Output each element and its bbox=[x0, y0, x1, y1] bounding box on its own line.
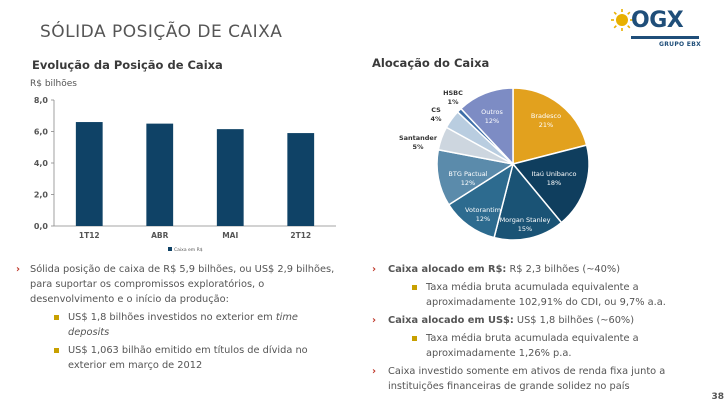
right-sub-bullet-2: Taxa média bruta acumulada equivalente a… bbox=[372, 331, 692, 361]
right-b1-sub: Taxa média bruta acumulada equivalente a… bbox=[426, 282, 666, 308]
square-bullet-icon bbox=[54, 348, 59, 353]
x-tick-label: 1T12 bbox=[79, 231, 100, 240]
x-tick-label: ABR bbox=[151, 231, 169, 240]
pie-label: Itaú Unibanco bbox=[531, 170, 576, 178]
y-tick-label: 2,0 bbox=[34, 191, 49, 200]
x-tick-label: MAI bbox=[222, 231, 238, 240]
left-sub1-italic: time deposits bbox=[68, 312, 298, 338]
bar-chart: 0,0 2,0 4,0 6,0 8,0 1T12 ABR MAI 2T12 Caixa em R$ bbox=[34, 96, 336, 253]
y-tick-label: 0,0 bbox=[34, 222, 49, 231]
y-tick-label: 8,0 bbox=[34, 96, 49, 105]
logo-divider bbox=[631, 36, 699, 39]
pie-pct-label: 5% bbox=[412, 143, 424, 151]
left-main-text: Sólida posição de caixa de R$ 5,9 bilhõe… bbox=[30, 264, 335, 305]
pie-slice-outros bbox=[459, 87, 514, 166]
right-bullet-3: › Caixa investido somente em ativos de r… bbox=[372, 364, 692, 394]
right-b1-bold: Caixa alocado em R$: bbox=[388, 264, 507, 275]
pie-pct-label: 1% bbox=[447, 98, 459, 106]
pie-label: BTG Pactual bbox=[448, 170, 487, 178]
square-bullet-icon bbox=[412, 285, 417, 290]
x-tick-label: 2T12 bbox=[290, 231, 311, 240]
right-bullet-2: › Caixa alocado em US$: US$ 1,8 bilhões … bbox=[372, 313, 692, 328]
pie-pct-label: 12% bbox=[461, 179, 475, 187]
pie-label: Morgan Stanley bbox=[500, 216, 551, 224]
pie-label: CS bbox=[431, 106, 441, 114]
chevron-right-icon: › bbox=[372, 315, 377, 326]
logo-subtitle: GRUPO EBX bbox=[659, 41, 702, 48]
bar-chart-title: Evolução da Posição de Caixa bbox=[32, 58, 223, 72]
bar-chart-unit: R$ bilhões bbox=[30, 79, 77, 89]
pie-pct-label: 12% bbox=[485, 117, 499, 125]
right-b2-rest: US$ 1,8 bilhões (~60%) bbox=[513, 315, 635, 326]
pie-pct-label: 21% bbox=[539, 121, 553, 129]
right-sub-bullet-1: Taxa média bruta acumulada equivalente a… bbox=[372, 280, 692, 310]
bar-1T12 bbox=[75, 122, 103, 226]
square-bullet-icon bbox=[54, 315, 59, 320]
right-b2-bold: Caixa alocado em US$: bbox=[388, 315, 514, 326]
right-bullet-1: › Caixa alocado em R$: R$ 2,3 bilhões (~… bbox=[372, 262, 692, 277]
pie-label: HSBC bbox=[443, 89, 463, 97]
left-sub-bullet-1: US$ 1,8 bilhões investidos no exterior e… bbox=[16, 310, 336, 340]
pie-slice-itaú-unibanco bbox=[511, 144, 590, 224]
chevron-right-icon: › bbox=[16, 264, 21, 275]
pie-label: Votorantim bbox=[465, 206, 501, 214]
pie-pct-label: 12% bbox=[476, 215, 490, 223]
page-title: SÓLIDA POSIÇÃO DE CAIXA bbox=[40, 22, 283, 42]
right-b2-sub: Taxa média bruta acumulada equivalente a… bbox=[426, 333, 639, 359]
pie-label: Outros bbox=[481, 108, 503, 116]
bar-ABR bbox=[146, 123, 174, 226]
left-bullets: › Sólida posição de caixa de R$ 5,9 bilh… bbox=[16, 262, 336, 373]
logo-text: OGX bbox=[631, 8, 684, 33]
y-tick-label: 6,0 bbox=[34, 128, 49, 137]
pie-pct-label: 4% bbox=[430, 115, 442, 123]
chevron-right-icon: › bbox=[372, 264, 377, 275]
legend-label: Caixa em R$ bbox=[174, 247, 203, 253]
bar-2T12 bbox=[287, 133, 315, 226]
pie-label: Bradesco bbox=[531, 112, 561, 120]
left-main-bullet: › Sólida posição de caixa de R$ 5,9 bilh… bbox=[16, 262, 336, 307]
left-sub-bullet-2: US$ 1,063 bilhão emitido em títulos de d… bbox=[16, 343, 336, 373]
pie-label: Santander bbox=[399, 134, 438, 142]
page-number: 38 bbox=[711, 392, 724, 402]
left-sub2-text: US$ 1,063 bilhão emitido em títulos de d… bbox=[68, 345, 308, 371]
y-tick-label: 4,0 bbox=[34, 159, 49, 168]
pie-slice-bradesco bbox=[512, 87, 588, 165]
chevron-right-icon: › bbox=[372, 366, 377, 377]
right-b3-text: Caixa investido somente em ativos de ren… bbox=[388, 366, 666, 392]
pie-slice-morgan-stanley bbox=[493, 162, 563, 241]
sun-logo-icon bbox=[611, 9, 633, 31]
pie-pct-label: 15% bbox=[518, 225, 532, 233]
right-bullets: › Caixa alocado em R$: R$ 2,3 bilhões (~… bbox=[372, 262, 692, 394]
left-sub1-text: US$ 1,8 bilhões investidos no exterior e… bbox=[68, 312, 276, 323]
legend-swatch bbox=[168, 247, 172, 251]
pie-chart-title: Alocação do Caixa bbox=[372, 56, 490, 70]
bar-MAI bbox=[216, 129, 244, 226]
right-b1-rest: R$ 2,3 bilhões (~40%) bbox=[506, 264, 621, 275]
square-bullet-icon bbox=[412, 336, 417, 341]
pie-pct-label: 18% bbox=[547, 179, 561, 187]
